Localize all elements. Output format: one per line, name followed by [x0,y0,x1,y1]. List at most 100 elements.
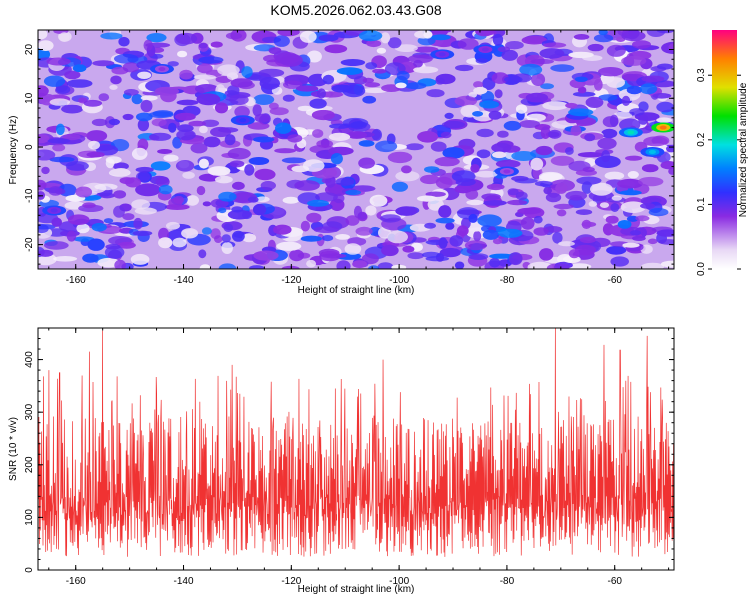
heatmap-blob [114,259,127,269]
heatmap-blob [626,215,639,222]
heatmap-blob [52,144,66,152]
heatmap-blob [577,86,587,94]
heatmap-blob [345,215,360,226]
heatmap-blob [494,89,503,99]
x-tick-label: -120 [281,275,301,286]
heatmap-blob [137,118,150,132]
colorbar-tick-label: 0.3 [696,68,707,82]
heatmap-blob [282,94,295,102]
heatmap-blob [533,215,543,224]
heatmap-blob [552,232,563,244]
heatmap-blob [175,160,195,172]
heatmap-blob [190,142,208,154]
heatmap-blob [556,209,567,217]
heatmap-blob [404,82,427,90]
heatmap-blob [112,168,130,176]
heatmap-blob [520,216,535,230]
heatmap-blob [38,85,49,97]
heatmap-blob [38,224,56,230]
heatmap-blob [424,222,436,229]
heatmap-blob [336,67,363,75]
x-tick-label: -80 [500,576,515,587]
heatmap-blob [72,64,87,73]
heatmap-blob [318,34,339,42]
heatmap-blob [475,58,488,64]
heatmap-hotspot-core [239,118,247,123]
heatmap-blob [668,167,674,175]
heatmap-blob [364,82,381,88]
heatmap-blob [375,140,398,153]
heatmap-blob [114,53,139,64]
heatmap-blob [197,63,213,74]
heatmap-blob [229,160,245,168]
heatmap-blob [210,126,232,138]
x-tick-label: -100 [389,275,409,286]
heatmap-blob [587,43,604,52]
heatmap-blob [155,176,170,187]
heatmap-blob [621,55,647,66]
heatmap-blob [56,123,65,135]
bottom-y-axis-title: SNR (10 * v/v) [8,417,19,481]
heatmap-blob [545,192,562,203]
y-tick-label: -10 [24,188,35,203]
heatmap-blob [75,186,93,198]
heatmap-blob [454,95,477,107]
heatmap-blob [224,134,236,146]
heatmap-blob [465,189,479,200]
heatmap-blob [543,186,552,195]
heatmap-blob [100,32,123,40]
heatmap-blob [380,32,391,44]
heatmap-blob [43,241,69,250]
heatmap-blob [402,245,415,253]
heatmap-blob [97,257,120,268]
heatmap-blob [581,219,592,229]
heatmap-blob [656,117,672,123]
heatmap-blob [346,131,367,139]
heatmap-blob [539,48,565,59]
heatmap-blob [61,104,84,114]
heatmap-blob [340,59,366,66]
heatmap-blob [260,180,276,191]
heatmap-blob [295,85,319,92]
top-y-axis-title: Frequency (Hz) [8,116,19,185]
heatmap-blob [540,83,554,90]
heatmap-blob [468,213,478,223]
heatmap-blob [215,175,233,184]
heatmap-blob [625,155,643,161]
heatmap-blob [666,145,674,153]
heatmap-blob [464,240,487,251]
heatmap-blob [344,243,362,255]
heatmap-blob [372,68,387,74]
heatmap-blob [567,263,592,269]
heatmap-blob [548,129,562,139]
heatmap-blob [229,94,249,105]
heatmap-blob [401,165,412,174]
heatmap-blob [218,263,237,269]
heatmap-blob [227,209,251,220]
heatmap-blob [491,142,512,153]
heatmap-blob [198,56,224,64]
heatmap-blob [113,190,127,199]
heatmap-blob [369,194,388,207]
heatmap-blob [253,136,275,143]
heatmap-blob [438,237,448,249]
x-tick-label: -80 [500,275,515,286]
heatmap-blob [568,51,594,59]
heatmap-blob [609,114,619,128]
heatmap-blob [136,112,153,122]
heatmap-blob [489,257,501,268]
heatmap-blob [658,239,674,245]
heatmap-blob [175,112,196,121]
heatmap-blob [643,136,668,147]
heatmap-blob [619,190,642,196]
heatmap-blob [135,166,154,173]
heatmap-blob [474,170,498,178]
heatmap-blob [594,155,621,168]
heatmap-blob [131,147,148,160]
heatmap-blob [456,225,469,236]
heatmap-blob [358,30,383,42]
heatmap-blob [259,76,280,90]
heatmap-blob [218,207,227,214]
heatmap-blob [497,228,523,238]
heatmap-blob [533,227,549,236]
